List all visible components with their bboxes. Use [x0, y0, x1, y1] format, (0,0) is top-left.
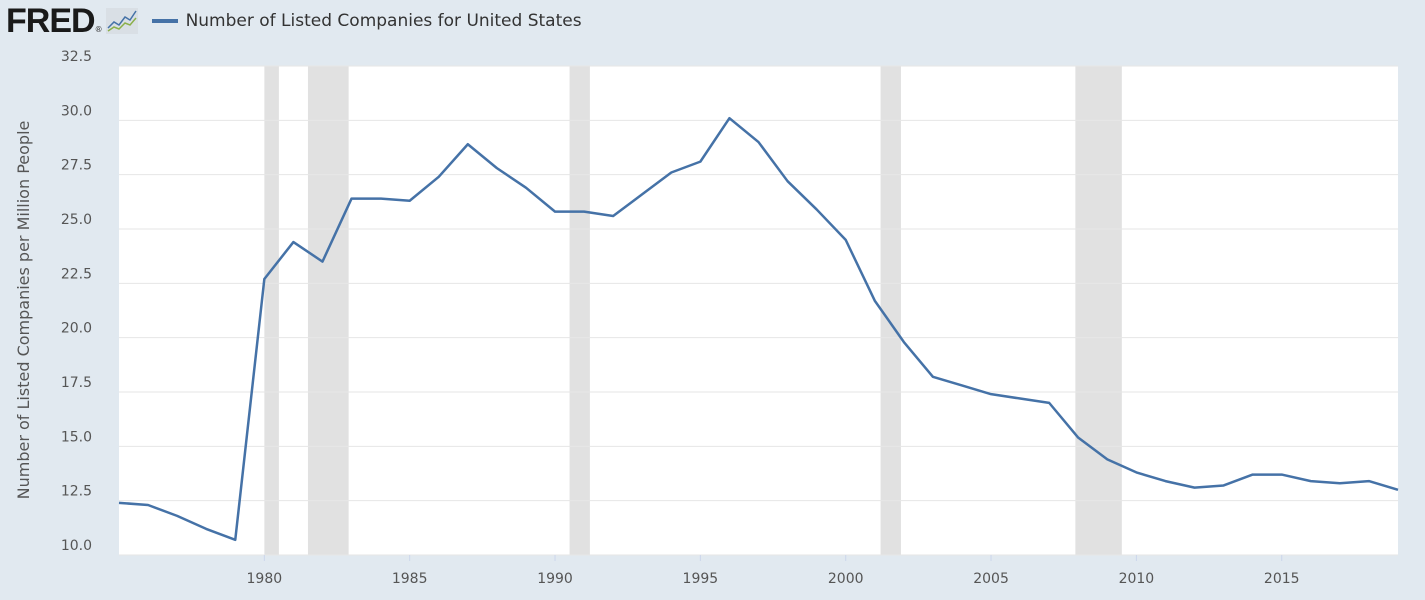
- recession-band: [880, 66, 901, 555]
- chart-header: FRED ® Number of Listed Companies for Un…: [6, 1, 582, 40]
- y-tick-label: 27.5: [61, 158, 92, 174]
- y-axis-label: Number of Listed Companies per Million P…: [14, 121, 33, 500]
- recession-band: [569, 66, 590, 555]
- x-tick-label: 2015: [1264, 571, 1300, 587]
- x-tick-label: 2010: [1119, 571, 1155, 587]
- y-tick-label: 22.5: [61, 266, 92, 282]
- fred-chart-icon: [105, 8, 138, 34]
- x-tick-label: 1980: [247, 571, 283, 587]
- y-tick-label: 17.5: [61, 375, 92, 391]
- y-tick-label: 25.0: [61, 212, 92, 228]
- registered-mark: ®: [94, 25, 103, 34]
- recession-band: [1075, 66, 1122, 555]
- recession-band: [264, 66, 279, 555]
- y-tick-label: 20.0: [61, 321, 92, 337]
- y-tick-label: 12.5: [61, 484, 92, 500]
- x-tick-label: 1995: [683, 571, 719, 587]
- x-tick-label: 1985: [392, 571, 428, 587]
- recession-band: [307, 66, 349, 555]
- fred-logo[interactable]: FRED: [6, 1, 96, 40]
- legend-label: Number of Listed Companies for United St…: [185, 11, 582, 31]
- y-tick-label: 15.0: [61, 429, 92, 445]
- x-tick-label: 1990: [537, 571, 573, 587]
- y-tick-label: 30.0: [61, 103, 92, 119]
- y-tick-label: 10.0: [61, 538, 92, 554]
- x-tick-label: 2000: [828, 571, 864, 587]
- y-tick-label: 32.5: [61, 49, 92, 65]
- legend-swatch: [151, 19, 178, 23]
- x-tick-label: 2005: [973, 571, 1009, 587]
- legend: Number of Listed Companies for United St…: [151, 11, 582, 31]
